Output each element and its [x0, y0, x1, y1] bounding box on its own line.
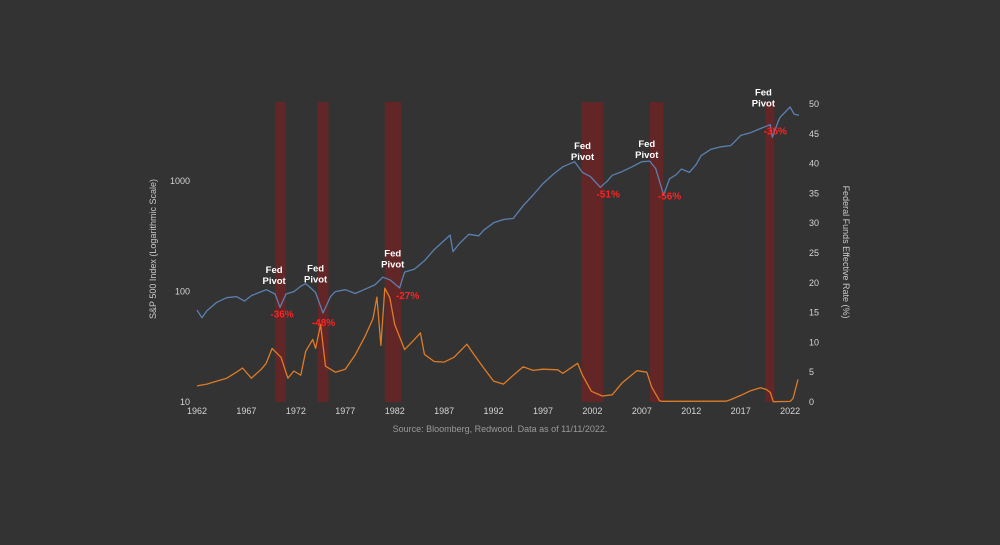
- x-tick-label: 1992: [484, 406, 504, 416]
- right-tick-label: 10: [809, 337, 819, 347]
- right-tick-label: 45: [809, 129, 819, 139]
- x-tick-label: 1967: [236, 406, 256, 416]
- annotations: Fed Pivot Fed Pivot Fed Pivot Fed Pivot Fed Pivot…: [262, 88, 787, 329]
- pivot-band: [317, 102, 329, 402]
- x-tick-label: 2012: [681, 406, 701, 416]
- right-tick-label: 50: [809, 99, 819, 109]
- right-tick-label: 30: [809, 218, 819, 228]
- x-tick-label: 1997: [533, 406, 553, 416]
- fed-pivot-label: Fed Pivot: [635, 139, 659, 161]
- pivot-band: [384, 102, 402, 402]
- right-tick-label: 5: [809, 367, 814, 377]
- fed-pivot-label: Fed Pivot: [381, 248, 405, 270]
- fed-pivot-label: Fed Pivot: [262, 265, 286, 287]
- right-tick-label: 20: [809, 278, 819, 288]
- fed-pivot-label: Fed Pivot: [752, 88, 776, 110]
- right-tick-label: 15: [809, 308, 819, 318]
- right-tick-label: 40: [809, 159, 819, 169]
- pivot-band: [581, 102, 604, 402]
- fed-funds-line: [196, 287, 799, 403]
- drawdown-label: -56%: [658, 191, 681, 202]
- left-tick-label: 100: [175, 287, 190, 297]
- drawdown-label: -27%: [396, 291, 419, 302]
- left-axis-ticks: 10 100 1000: [170, 176, 190, 407]
- left-axis-title: S&P 500 Index (Logarithmic Scale): [148, 179, 158, 319]
- x-tick-label: 1982: [385, 406, 405, 416]
- right-tick-label: 0: [809, 397, 814, 407]
- left-tick-label: 1000: [170, 176, 190, 186]
- pivot-band: [765, 102, 775, 402]
- x-tick-label: 2022: [780, 406, 800, 416]
- x-tick-label: 2017: [731, 406, 751, 416]
- x-tick-label: 1987: [434, 406, 454, 416]
- fed-pivot-label: Fed Pivot: [571, 141, 595, 163]
- drawdown-label: -51%: [597, 189, 620, 200]
- pivot-bands: [275, 102, 775, 402]
- drawdown-label: -48%: [312, 318, 335, 329]
- pivot-band: [649, 102, 664, 402]
- source-note: Source: Bloomberg, Redwood. Data as of 1…: [392, 424, 608, 434]
- sp500-line: [196, 106, 800, 319]
- x-axis-ticks: 1962 1967 1972 1977 1982 1987 1992 1997 2002 2007…: [187, 406, 800, 416]
- right-tick-label: 25: [809, 248, 819, 258]
- x-tick-label: 2002: [582, 406, 602, 416]
- drawdown-label: -35%: [764, 126, 787, 137]
- fed-pivot-label: Fed Pivot: [304, 264, 328, 286]
- left-tick-label: 10: [180, 397, 190, 407]
- series-lines: [196, 106, 800, 403]
- right-axis-ticks: 0 5 10 15 20 25 30 35 40 45 50: [809, 99, 819, 407]
- pivot-band: [275, 102, 286, 402]
- x-tick-label: 2007: [632, 406, 652, 416]
- x-tick-label: 1977: [335, 406, 355, 416]
- right-axis-title: Federal Funds Effective Rate (%): [841, 186, 851, 319]
- x-tick-label: 1972: [286, 406, 306, 416]
- x-tick-label: 1962: [187, 406, 207, 416]
- drawdown-label: -36%: [270, 310, 293, 321]
- right-tick-label: 35: [809, 188, 819, 198]
